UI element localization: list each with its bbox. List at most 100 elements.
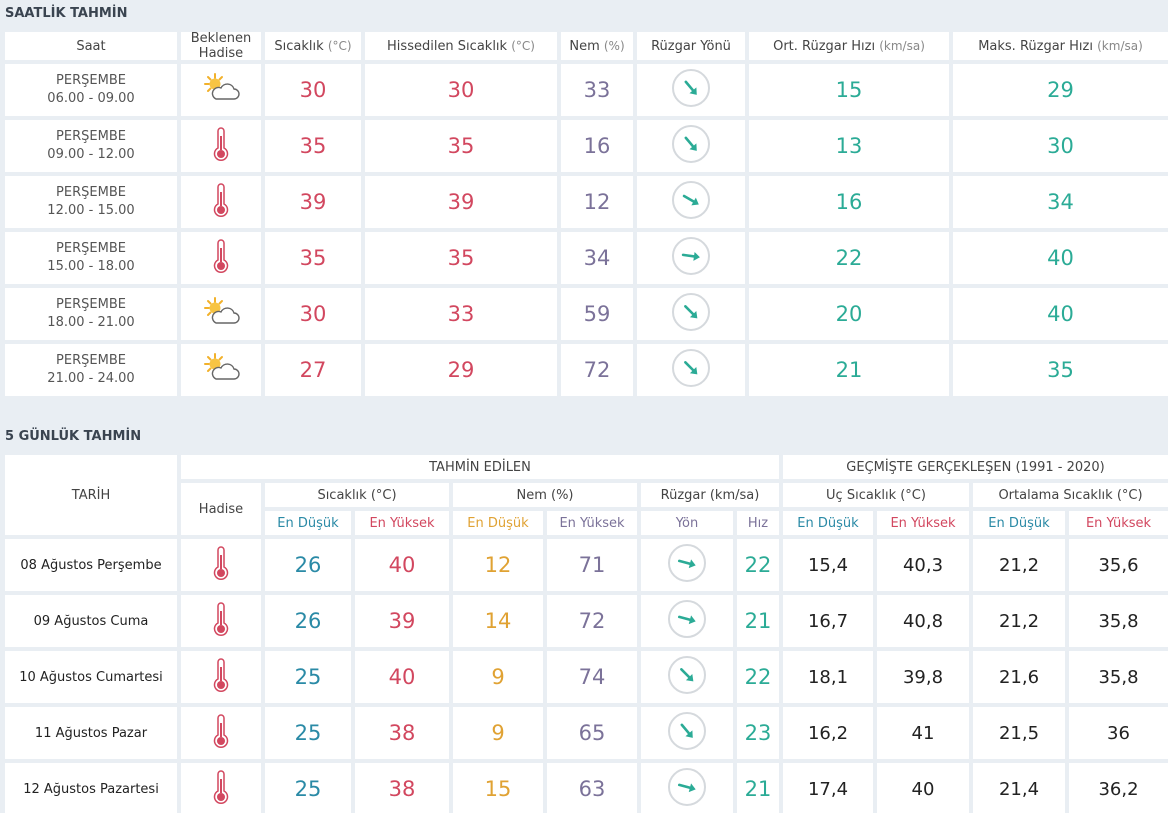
wind-arrow [671, 68, 711, 112]
sub-header: En Yüksek [369, 515, 435, 531]
hum-max-value: 72 [578, 609, 606, 633]
header-cell: Rüzgar (km/sa) [641, 483, 779, 507]
event-cell [181, 232, 261, 284]
value-cell: 33 [561, 64, 633, 116]
time-label: 15.00 - 18.00 [47, 259, 135, 274]
value-cell: 21 [749, 344, 949, 396]
avg-min-value: 21,5 [998, 722, 1040, 744]
value-cell: 27 [265, 344, 361, 396]
weather-icon [211, 657, 231, 697]
header-text: Beklenen Hadise [190, 31, 252, 61]
wind-avg-value: 13 [835, 134, 863, 158]
sub-header: En Düşük [797, 515, 859, 531]
hum-min-value: 15 [484, 777, 512, 801]
wind-dir-cell [637, 64, 745, 116]
ext-max-value: 40 [911, 778, 935, 800]
value-cell: 39 [265, 176, 361, 228]
wind-max-value: 40 [1047, 246, 1074, 270]
event-cell [181, 344, 261, 396]
wind-dir-cell [641, 707, 733, 759]
header-label: Saat [76, 39, 105, 54]
event-cell [181, 539, 261, 591]
wind-arrow [667, 599, 707, 643]
value-cell: 29 [365, 344, 557, 396]
header-cell: Yön [641, 511, 733, 535]
value-cell: 30 [265, 288, 361, 340]
daily-title: 5 GÜNLÜK TAHMİN [5, 429, 142, 444]
time-cell: PERŞEMBE 21.00 - 24.00 [5, 344, 177, 396]
value-cell: 35 [265, 120, 361, 172]
event-cell [181, 595, 261, 647]
time-label: 12.00 - 15.00 [47, 203, 135, 218]
header-cell: Hadise [181, 483, 261, 535]
wind-max-value: 34 [1047, 190, 1074, 214]
avg-max-value: 36,2 [1098, 778, 1139, 800]
value-cell: 35,6 [1069, 539, 1168, 591]
value-cell: 65 [547, 707, 637, 759]
value-cell: 63 [547, 763, 637, 813]
ext-min-value: 16,2 [807, 722, 849, 744]
date-label: 11 Ağustos Pazar [34, 725, 148, 741]
avg-min-value: 21,6 [998, 666, 1040, 688]
header-cell: En Yüksek [547, 511, 637, 535]
header-text: Rüzgar Yönü [651, 38, 731, 54]
header-cell: En Düşük [783, 511, 873, 535]
ext-max-value: 41 [911, 722, 935, 744]
value-cell: 35,8 [1069, 651, 1168, 703]
value-cell: 74 [547, 651, 637, 703]
value-cell: 16 [749, 176, 949, 228]
value-cell: 21,2 [973, 539, 1065, 591]
group-header: Ortalama Sıcaklık (°C) [998, 487, 1143, 503]
wind-dir-cell [641, 651, 733, 703]
temp-min-value: 25 [294, 665, 322, 689]
value-cell: 38 [355, 763, 449, 813]
header-cell: TARİH [5, 455, 177, 535]
header-unit: (km/sa) [1097, 38, 1143, 53]
header-cell: Hissedilen Sıcaklık (°C) [365, 32, 557, 60]
temp-value: 30 [299, 302, 327, 326]
value-cell: 35 [953, 344, 1168, 396]
wind-max-value: 29 [1047, 78, 1074, 102]
value-cell: 40 [953, 232, 1168, 284]
feels-value: 35 [447, 246, 475, 270]
avg-max-value: 35,8 [1098, 666, 1139, 688]
ext-min-value: 17,4 [807, 778, 849, 800]
forecast-header: TAHMİN EDİLEN [429, 459, 531, 475]
time-cell: PERŞEMBE 06.00 - 09.00 [5, 64, 177, 116]
wind-avg-value: 21 [835, 358, 863, 382]
value-cell: 18,1 [783, 651, 873, 703]
wind-dir-cell [637, 344, 745, 396]
wind-arrow [671, 180, 711, 224]
value-cell: 40 [355, 651, 449, 703]
weather-icon [211, 238, 231, 278]
value-cell: 13 [749, 120, 949, 172]
weather-icon [201, 71, 241, 109]
value-cell: 20 [749, 288, 949, 340]
temp-max-value: 40 [388, 665, 416, 689]
header-unit: (°C) [327, 38, 352, 53]
time-cell: PERŞEMBE 09.00 - 12.00 [5, 120, 177, 172]
wind-dir-cell [641, 595, 733, 647]
temp-value: 35 [299, 134, 327, 158]
ext-max-value: 40,3 [902, 554, 944, 576]
date-header: TARİH [71, 487, 111, 503]
header-cell: En Düşük [973, 511, 1065, 535]
avg-min-value: 21,2 [998, 610, 1040, 632]
value-cell: 30 [365, 64, 557, 116]
header-text: Hissedilen Sıcaklık [387, 38, 508, 54]
feels-value: 29 [447, 358, 475, 382]
weather-icon [211, 769, 231, 809]
event-cell [181, 288, 261, 340]
value-cell: 34 [953, 176, 1168, 228]
header-cell: En Yüksek [1069, 511, 1168, 535]
wind-dir-cell [637, 232, 745, 284]
wind-avg-value: 15 [835, 78, 863, 102]
weather-icon [201, 351, 241, 389]
day-label: PERŞEMBE [56, 73, 126, 88]
header-text: Ort. Rüzgar Hızı [773, 38, 876, 54]
wind-value: 23 [744, 721, 772, 745]
value-cell: 21,4 [973, 763, 1065, 813]
value-cell: 26 [265, 595, 351, 647]
value-cell: 33 [365, 288, 557, 340]
